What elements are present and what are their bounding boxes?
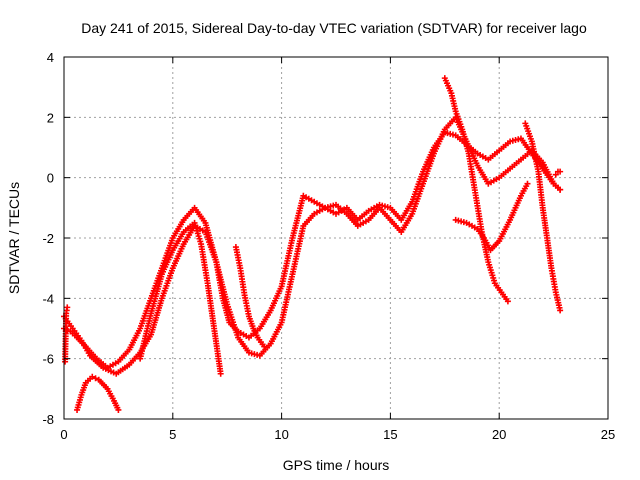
x-tick-label: 15 (383, 427, 397, 442)
series-9 (552, 168, 564, 178)
data-point (552, 171, 559, 178)
data-point (524, 180, 531, 187)
data-series (61, 75, 564, 413)
x-tick-label: 5 (169, 427, 176, 442)
series-8 (522, 120, 564, 314)
y-tick-label: 0 (47, 171, 54, 186)
data-point (115, 406, 122, 413)
data-point (217, 370, 224, 377)
series-2 (61, 114, 564, 377)
x-axis-title: GPS time / hours (283, 457, 390, 473)
series-7 (452, 180, 531, 254)
y-tick-label: 4 (47, 50, 54, 65)
y-axis-title: SDTVAR / TECUs (6, 182, 22, 294)
x-tick-label: 25 (601, 427, 615, 442)
series-5 (232, 244, 268, 350)
y-tick-label: -4 (42, 291, 54, 306)
data-point (557, 186, 564, 193)
y-tick-label: -6 (42, 352, 54, 367)
grid (64, 57, 608, 419)
y-tick-label: -8 (42, 412, 54, 427)
chart-title: Day 241 of 2015, Sidereal Day-to-day VTE… (81, 20, 587, 36)
data-point (557, 168, 564, 175)
data-point (557, 307, 564, 314)
x-tick-label: 20 (492, 427, 506, 442)
series-3 (74, 373, 122, 413)
x-tick-label: 0 (60, 427, 67, 442)
data-point (64, 304, 71, 311)
data-point (92, 375, 99, 382)
y-tick-label: 2 (47, 110, 54, 125)
data-point (504, 298, 511, 305)
x-tick-label: 10 (274, 427, 288, 442)
y-tick-label: -2 (42, 231, 54, 246)
data-point (89, 373, 96, 380)
series-4 (137, 219, 224, 377)
data-point (261, 343, 268, 350)
axis-ticks: 0 5 10 15 20 25 -8 -6 -4 -2 0 2 4 (42, 50, 615, 442)
